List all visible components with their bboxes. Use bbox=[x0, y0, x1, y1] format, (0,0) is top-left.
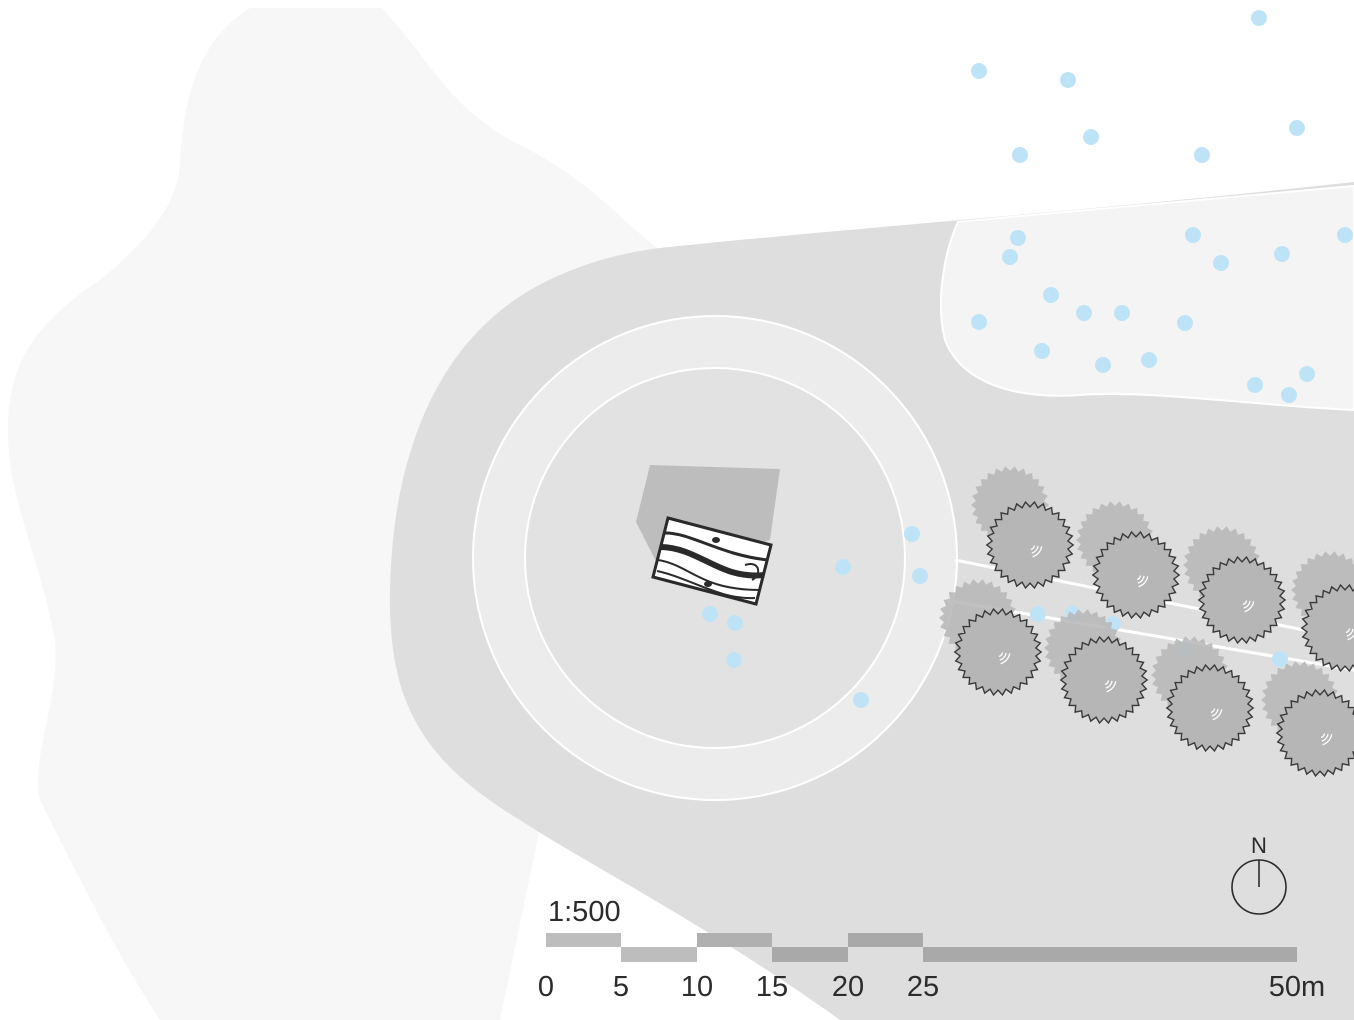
water-dot bbox=[1289, 120, 1305, 136]
water-dot bbox=[1274, 246, 1290, 262]
tree-crown bbox=[1197, 555, 1287, 645]
north-arrow-icon: N bbox=[1231, 833, 1287, 915]
tree-crown bbox=[1091, 530, 1181, 620]
tree-mark bbox=[1000, 653, 1011, 665]
water-dot bbox=[835, 559, 851, 575]
scale-segment bbox=[621, 947, 697, 962]
tree-mark bbox=[1346, 628, 1354, 637]
water-dot bbox=[726, 652, 742, 668]
water-dot bbox=[727, 615, 743, 631]
water-dot bbox=[971, 314, 987, 330]
north-label: N bbox=[1251, 833, 1267, 858]
tree-crown bbox=[1165, 663, 1255, 753]
scale-bar: 1:500 0 5 10 15 20 25 50m bbox=[538, 896, 1325, 1003]
building-roof-icon bbox=[651, 516, 773, 606]
water-dots bbox=[702, 10, 1353, 708]
scale-segment bbox=[546, 933, 621, 947]
scale-tick-20: 20 bbox=[832, 971, 864, 1003]
tree-icon bbox=[1183, 526, 1287, 645]
tree-crown bbox=[1300, 583, 1354, 673]
water-dot bbox=[1114, 305, 1130, 321]
scale-tick-10: 10 bbox=[681, 971, 713, 1003]
water-dot bbox=[1185, 227, 1201, 243]
tree-mark bbox=[998, 652, 1004, 658]
water-dot bbox=[1034, 343, 1050, 359]
tree-mark bbox=[1320, 733, 1326, 739]
tree-mark bbox=[1212, 709, 1223, 721]
scale-tick-15: 15 bbox=[756, 971, 788, 1003]
water-dot bbox=[1030, 606, 1046, 622]
water-dot bbox=[1141, 352, 1157, 368]
tree-crown bbox=[1059, 635, 1149, 725]
water-dot bbox=[1002, 249, 1018, 265]
tree-mark bbox=[1211, 708, 1219, 717]
water-dot bbox=[971, 63, 987, 79]
scale-segment bbox=[848, 933, 923, 947]
water-dot bbox=[1076, 305, 1092, 321]
scale-tick-25: 25 bbox=[907, 971, 939, 1003]
tree-icon bbox=[971, 466, 1075, 590]
tree-crown bbox=[985, 500, 1075, 590]
tree-mark bbox=[1104, 680, 1110, 686]
water-dot bbox=[1194, 147, 1210, 163]
tree-mark bbox=[1136, 575, 1142, 581]
tree-icon bbox=[1044, 609, 1149, 725]
tree-group bbox=[939, 466, 1354, 778]
scale-tick-50m: 50m bbox=[1269, 971, 1325, 1003]
tree-icon bbox=[1291, 551, 1354, 673]
tree-mark bbox=[1322, 734, 1333, 746]
tree-mark bbox=[1243, 600, 1251, 609]
tree-mark bbox=[1032, 546, 1043, 558]
tree-icon bbox=[1076, 501, 1181, 620]
tree-mark bbox=[1106, 681, 1117, 693]
scale-segment bbox=[772, 947, 848, 962]
tree-icon bbox=[939, 579, 1043, 697]
tree-icon bbox=[1151, 636, 1255, 753]
water-dot bbox=[1337, 227, 1353, 243]
water-dot bbox=[1251, 10, 1267, 26]
tree-mark bbox=[1345, 628, 1351, 634]
tree-mark bbox=[1321, 733, 1329, 742]
tree-mark bbox=[1030, 545, 1036, 551]
tree-mark bbox=[999, 652, 1007, 661]
water-dot bbox=[1043, 287, 1059, 303]
tree-mark bbox=[1137, 575, 1145, 584]
water-dot bbox=[702, 606, 718, 622]
water-dot bbox=[1010, 230, 1026, 246]
scale-ratio: 1:500 bbox=[548, 896, 621, 928]
tree-mark bbox=[1138, 576, 1149, 588]
scale-tick-0: 0 bbox=[538, 971, 554, 1003]
water-dot bbox=[1213, 255, 1229, 271]
water-dot bbox=[912, 568, 928, 584]
tree-icon bbox=[1261, 661, 1354, 778]
water-dot bbox=[1012, 147, 1028, 163]
scale-segment bbox=[697, 933, 772, 947]
scale-tick-5: 5 bbox=[613, 971, 629, 1003]
tree-mark bbox=[1244, 601, 1255, 613]
water-dot bbox=[1272, 651, 1288, 667]
tree-mark bbox=[1105, 680, 1113, 689]
tree-mark bbox=[1210, 708, 1216, 714]
water-dot bbox=[1247, 377, 1263, 393]
water-dot bbox=[904, 526, 920, 542]
water-dot bbox=[853, 692, 869, 708]
water-dot bbox=[1083, 129, 1099, 145]
water-dot bbox=[1177, 315, 1193, 331]
water-dot bbox=[1095, 357, 1111, 373]
water-dot bbox=[1060, 72, 1076, 88]
water-dot bbox=[1281, 387, 1297, 403]
tree-crown bbox=[1275, 688, 1354, 778]
water-dot bbox=[1299, 366, 1315, 382]
tree-mark bbox=[1031, 545, 1039, 554]
tree-crown bbox=[953, 607, 1043, 697]
tree-mark bbox=[1242, 600, 1248, 606]
scale-segment bbox=[923, 947, 1297, 962]
pond-area bbox=[939, 184, 1354, 412]
